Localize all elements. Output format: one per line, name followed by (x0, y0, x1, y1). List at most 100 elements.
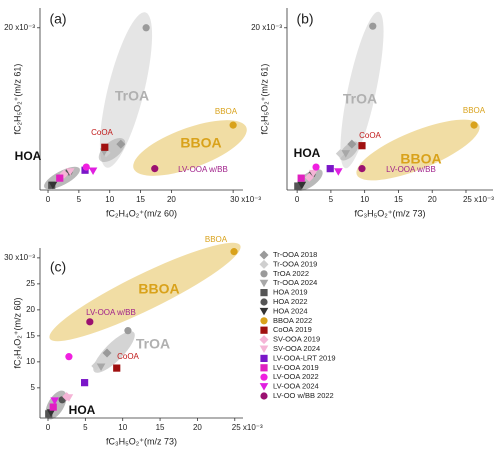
legend-label: LV-OO w/BB 2022 (273, 391, 334, 400)
legend-label: CoOA 2019 (273, 325, 312, 334)
annotation: BBOA (138, 281, 179, 297)
marker (96, 363, 106, 372)
annotation: BBOA (205, 235, 228, 244)
marker (45, 410, 53, 418)
group-ellipse (356, 119, 480, 181)
marker (65, 168, 75, 176)
y-tick-label: 20 (26, 305, 35, 314)
marker (470, 121, 478, 129)
y-axis-label: fC₂H₅O₂⁺(m/z 61) (12, 64, 22, 135)
marker (56, 174, 64, 182)
legend-marker (259, 307, 269, 316)
y-tick-label: 20 x10⁻³ (4, 23, 35, 32)
marker (49, 403, 57, 411)
marker (358, 165, 366, 173)
legend-marker (260, 373, 268, 381)
marker (358, 142, 366, 150)
y-tick-label: 10 (26, 357, 35, 366)
marker (230, 248, 238, 256)
x-tick-label: 5 (83, 423, 88, 432)
x-tick-label: 0 (295, 195, 300, 204)
marker (65, 353, 73, 361)
annotation: TrOA (343, 91, 377, 107)
legend-marker (259, 259, 269, 269)
legend-label: HOA 2024 (273, 306, 308, 315)
legend-marker (260, 317, 268, 325)
group-ellipse (49, 242, 241, 342)
annotation: BBOA (180, 135, 221, 151)
legend-marker (259, 383, 269, 391)
x-tick-label: 5 (77, 195, 82, 204)
x-tick-label: 20 (428, 195, 437, 204)
annotation: CoOA (91, 128, 113, 137)
legend-label: SV-OOA 2024 (273, 344, 320, 353)
x-tick-label: 20 (193, 423, 202, 432)
panel-label: (a) (49, 11, 66, 27)
legend-label: SV-OOA 2019 (273, 335, 320, 344)
marker (151, 165, 159, 173)
legend-marker (259, 250, 269, 260)
y-axis-label: fC₂H₄O₂⁺(m/z 60) (12, 298, 22, 369)
marker (50, 397, 60, 405)
x-axis-label: fC₃H₅O₂⁺(m/z 73) (106, 436, 177, 446)
legend-marker (260, 270, 268, 278)
annotation: BBOA (463, 106, 486, 115)
x-tick-label: 10 (118, 423, 127, 432)
marker (88, 167, 98, 176)
marker (297, 181, 307, 190)
x-tick-label: 30 x10⁻³ (230, 195, 261, 204)
legend-label: LV-OOA 2022 (273, 372, 319, 381)
marker (116, 139, 126, 149)
legend-marker (259, 345, 269, 353)
marker (86, 318, 94, 326)
legend-label: BBOA 2022 (273, 316, 312, 325)
legend-label: HOA 2019 (273, 288, 308, 297)
y-tick-label: 20 x10⁻³ (251, 23, 282, 32)
marker (347, 139, 357, 149)
annotation: LV-OOA w/BB (178, 165, 228, 174)
panel-label: (b) (296, 11, 313, 27)
marker (101, 143, 109, 151)
marker (369, 22, 377, 30)
marker (229, 121, 237, 129)
y-tick-label: 25 (26, 279, 35, 288)
marker (309, 169, 318, 178)
annotation: BBOA (400, 151, 441, 167)
x-tick-label: 0 (46, 195, 51, 204)
marker (341, 150, 351, 158)
x-tick-label: 25 x10⁻³ (463, 195, 494, 204)
legend-label: TrOA 2022 (273, 269, 309, 278)
annotation: CoOA (117, 352, 139, 361)
marker (297, 174, 305, 182)
annotation: TrOA (136, 336, 170, 352)
group-ellipse (99, 12, 153, 168)
marker (48, 181, 58, 190)
legend-label: LV-OOA 2024 (273, 382, 319, 391)
legend-marker (259, 335, 269, 345)
annotation: LV-OOA w/BB (386, 165, 436, 174)
x-tick-label: 10 (360, 195, 369, 204)
x-axis-label: fC₃H₅O₂⁺(m/z 73) (354, 208, 425, 218)
group-ellipse (133, 120, 247, 176)
legend-marker (259, 279, 269, 288)
group-ellipse (93, 331, 135, 373)
x-tick-label: 5 (329, 195, 334, 204)
x-tick-label: 15 (136, 195, 145, 204)
legend-label: Tr-OOA 2024 (273, 278, 317, 287)
marker (334, 168, 343, 176)
x-tick-label: 15 (156, 423, 165, 432)
x-tick-label: 25 x10⁻³ (232, 423, 263, 432)
legend-marker (260, 326, 268, 334)
annotation: CoOA (359, 131, 381, 140)
marker (326, 165, 334, 173)
annotation: BBOA (215, 107, 238, 116)
marker (46, 409, 56, 417)
marker (124, 327, 132, 335)
annotation: HOA (294, 146, 321, 160)
legend-marker (260, 298, 268, 306)
marker (82, 163, 90, 171)
annotation: TrOA (115, 88, 149, 104)
legend-marker (260, 392, 268, 400)
marker (294, 182, 302, 190)
